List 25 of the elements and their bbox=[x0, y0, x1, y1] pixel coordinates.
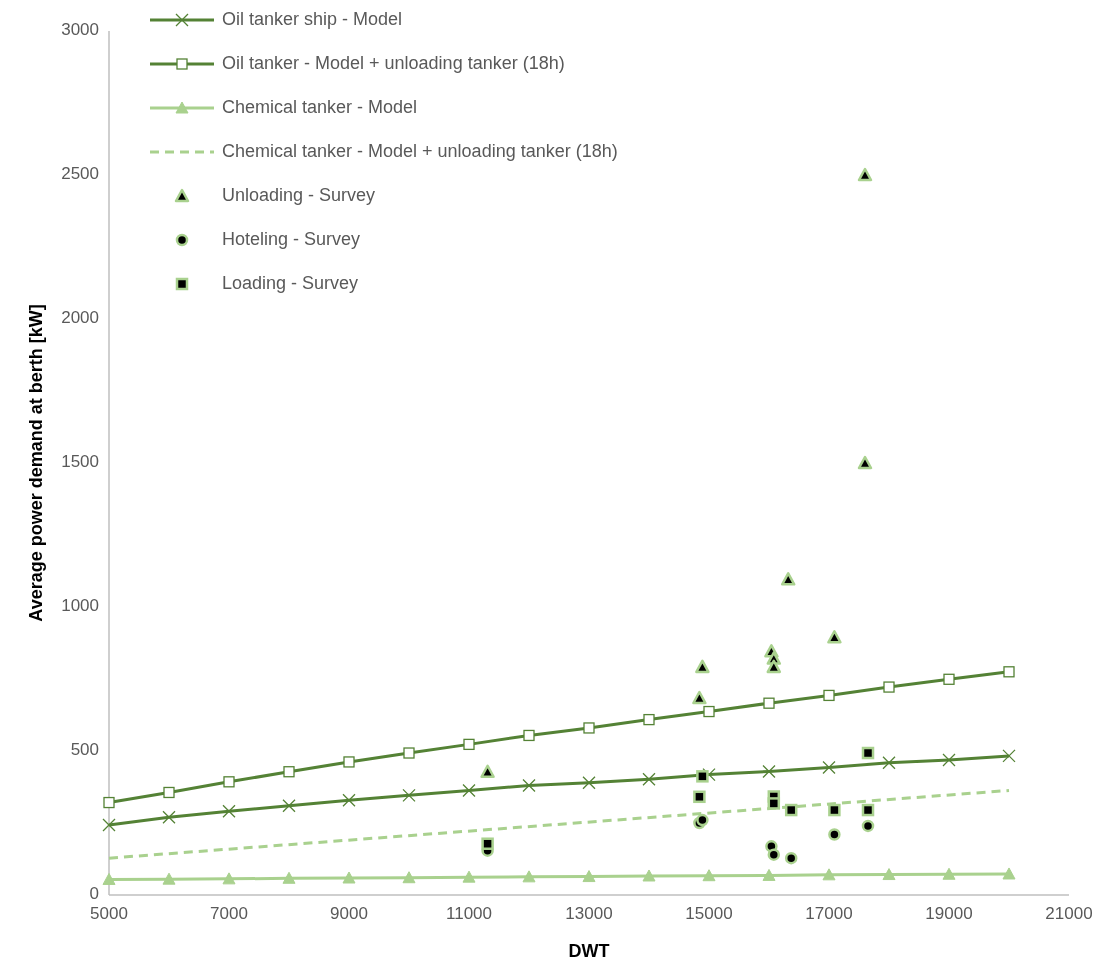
y-tick-label: 500 bbox=[70, 740, 99, 760]
x-tick-label: 5000 bbox=[90, 904, 128, 923]
y-tick-label: 0 bbox=[89, 884, 99, 904]
legend-label: Loading - Survey bbox=[222, 272, 359, 293]
x-tick-label: 7000 bbox=[210, 904, 248, 923]
y-tick-label: 2500 bbox=[61, 164, 99, 184]
legend-label: Hoteling - Survey bbox=[222, 228, 361, 249]
x-tick-label: 19000 bbox=[925, 904, 973, 923]
x-tick-label: 15000 bbox=[685, 904, 733, 923]
x-tick-label: 21000 bbox=[1045, 904, 1093, 923]
x-tick-label: 11000 bbox=[445, 904, 493, 923]
x-tick-label: 17000 bbox=[805, 904, 853, 923]
x-tick-label: 9000 bbox=[330, 904, 368, 923]
y-tick-label: 1000 bbox=[61, 596, 99, 616]
y-tick-label: 3000 bbox=[61, 20, 99, 40]
legend-label: Unloading - Survey bbox=[222, 184, 376, 205]
y-axis-title: Average power demand at berth [kW] bbox=[26, 304, 46, 622]
legend-label: Chemical tanker - Model + unloading tanker (18h) bbox=[222, 140, 618, 161]
x-tick-label: 13000 bbox=[565, 904, 613, 923]
legend-label: Oil tanker - Model + unloading tanker (18h) bbox=[222, 52, 565, 73]
legend-label: Oil tanker ship - Model bbox=[222, 8, 403, 29]
y-tick-label: 1500 bbox=[61, 452, 99, 472]
y-tick-label: 2000 bbox=[61, 308, 99, 328]
legend-label: Chemical tanker - Model bbox=[222, 96, 418, 117]
x-axis-title: DWT bbox=[568, 941, 610, 961]
